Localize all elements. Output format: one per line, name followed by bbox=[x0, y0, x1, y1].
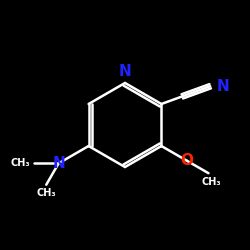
Text: N: N bbox=[52, 156, 65, 171]
Text: N: N bbox=[119, 64, 132, 79]
Text: O: O bbox=[180, 153, 194, 168]
Text: CH₃: CH₃ bbox=[36, 188, 56, 198]
Text: CH₃: CH₃ bbox=[10, 158, 30, 168]
Text: CH₃: CH₃ bbox=[201, 177, 221, 187]
Text: N: N bbox=[216, 79, 229, 94]
